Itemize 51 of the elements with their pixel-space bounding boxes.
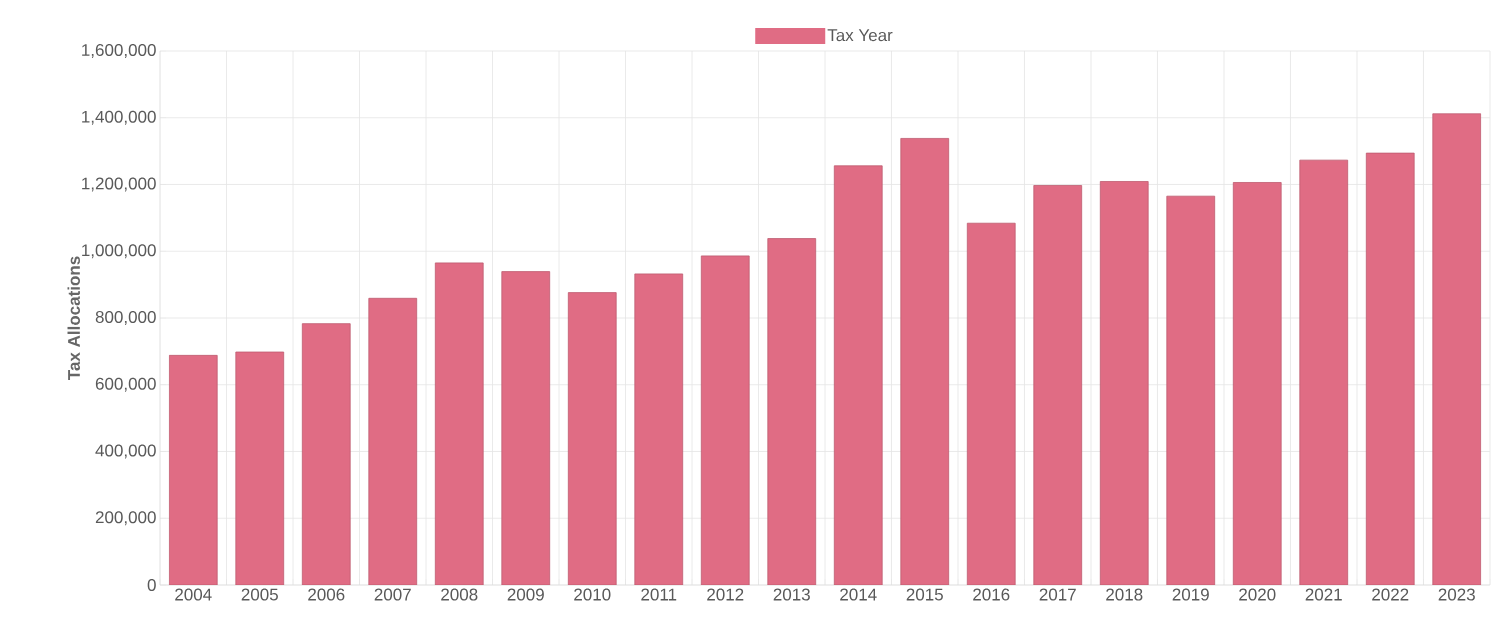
x-tick-label: 2007 [374, 588, 411, 601]
x-tick-label: 2020 [1239, 588, 1276, 601]
y-tick-label: 1,400,000 [82, 110, 156, 125]
x-tick-label: 2016 [973, 588, 1010, 601]
bar [1365, 152, 1415, 585]
y-tick-label: 1,000,000 [82, 244, 156, 259]
x-tick-label: 2019 [1172, 588, 1209, 601]
bar [434, 262, 484, 585]
y-tick-label: 1,600,000 [82, 43, 156, 59]
y-tick-label: 400,000 [95, 444, 156, 459]
bar [966, 222, 1016, 585]
x-tick-label: 2004 [175, 588, 212, 601]
x-tick-label: 2009 [507, 588, 544, 601]
x-tick-label: 2005 [241, 588, 278, 601]
x-tick-label: 2018 [1106, 588, 1143, 601]
bar [833, 165, 883, 585]
bar [168, 354, 218, 585]
bar [301, 323, 351, 585]
bar [1232, 182, 1282, 585]
bar [1299, 159, 1349, 585]
x-tick-label: 2010 [574, 588, 611, 601]
bar [767, 238, 817, 585]
x-tick-label: 2008 [441, 588, 478, 601]
y-axis-title: Tax Allocations [67, 256, 80, 380]
legend-label: Tax Year [827, 29, 893, 42]
bar [235, 351, 285, 585]
x-tick-label: 2011 [641, 588, 677, 601]
x-tick-label: 2014 [840, 588, 877, 601]
bar [1432, 113, 1482, 585]
y-tick-label: 200,000 [95, 511, 156, 526]
x-tick-label: 2013 [773, 588, 810, 601]
y-tick-label: 800,000 [95, 310, 156, 326]
bar [1033, 185, 1083, 585]
x-tick-label: 2021 [1305, 588, 1342, 601]
y-tick-label: 0 [147, 578, 156, 592]
x-tick-label: 2022 [1372, 588, 1409, 601]
x-tick-label: 2017 [1039, 588, 1076, 601]
bar [567, 292, 617, 585]
x-tick-label: 2012 [707, 588, 744, 601]
y-tick-label: 1,200,000 [82, 177, 156, 192]
bar [900, 138, 950, 585]
bar [634, 273, 684, 585]
x-tick-label: 2023 [1438, 588, 1475, 601]
x-tick-label: 2006 [308, 588, 345, 601]
bar [1099, 181, 1149, 585]
bar [368, 297, 418, 585]
bar [1166, 195, 1216, 585]
y-tick-label: 600,000 [95, 377, 156, 392]
bar [501, 271, 551, 585]
bar [700, 255, 750, 585]
x-tick-label: 2015 [906, 588, 943, 601]
